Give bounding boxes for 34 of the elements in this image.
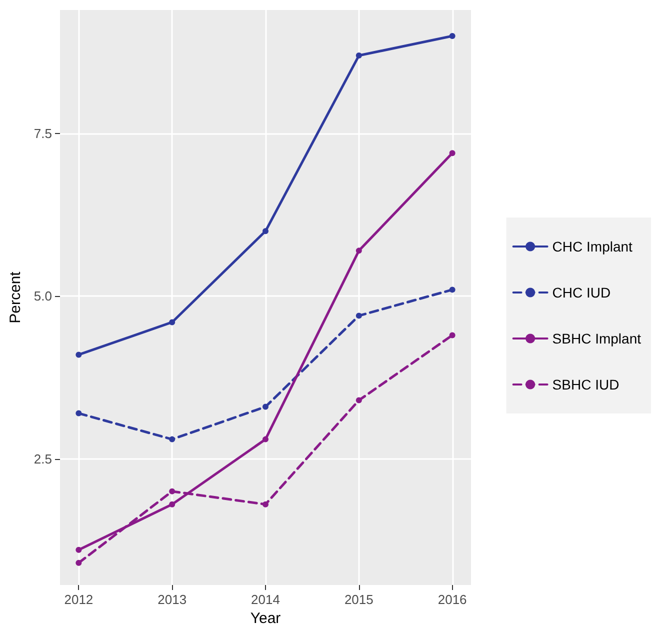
legend-label: CHC Implant [552,238,633,254]
y-tick-label: 5.0 [34,288,52,304]
legend-label: SBHC Implant [552,330,642,346]
x-axis-title: Year [250,610,281,627]
x-tick-label: 2016 [438,592,467,607]
point [76,560,82,566]
point [262,404,268,410]
x-tick-label: 2013 [158,592,187,607]
legend-label: CHC IUD [552,284,611,300]
point [169,501,176,508]
point [169,488,176,494]
point [76,546,82,553]
x-tick-label: 2015 [344,592,374,607]
legend-label: SBHC IUD [552,376,620,392]
point [449,150,456,156]
y-tick-label: 7.5 [34,126,52,142]
point [449,332,456,338]
point [356,397,362,404]
point [356,312,362,319]
point [76,410,82,416]
point [449,33,456,40]
point [449,286,456,293]
point [169,436,176,442]
point [169,319,176,326]
point [262,436,268,442]
x-tick-label: 2012 [64,592,94,607]
point [356,248,362,254]
point [76,352,82,358]
point [356,52,362,59]
point [262,228,268,234]
point [262,501,268,508]
y-tick-label: 2.5 [34,451,52,466]
y-axis-title: Percent [7,270,24,324]
x-tick-label: 2014 [251,592,280,607]
